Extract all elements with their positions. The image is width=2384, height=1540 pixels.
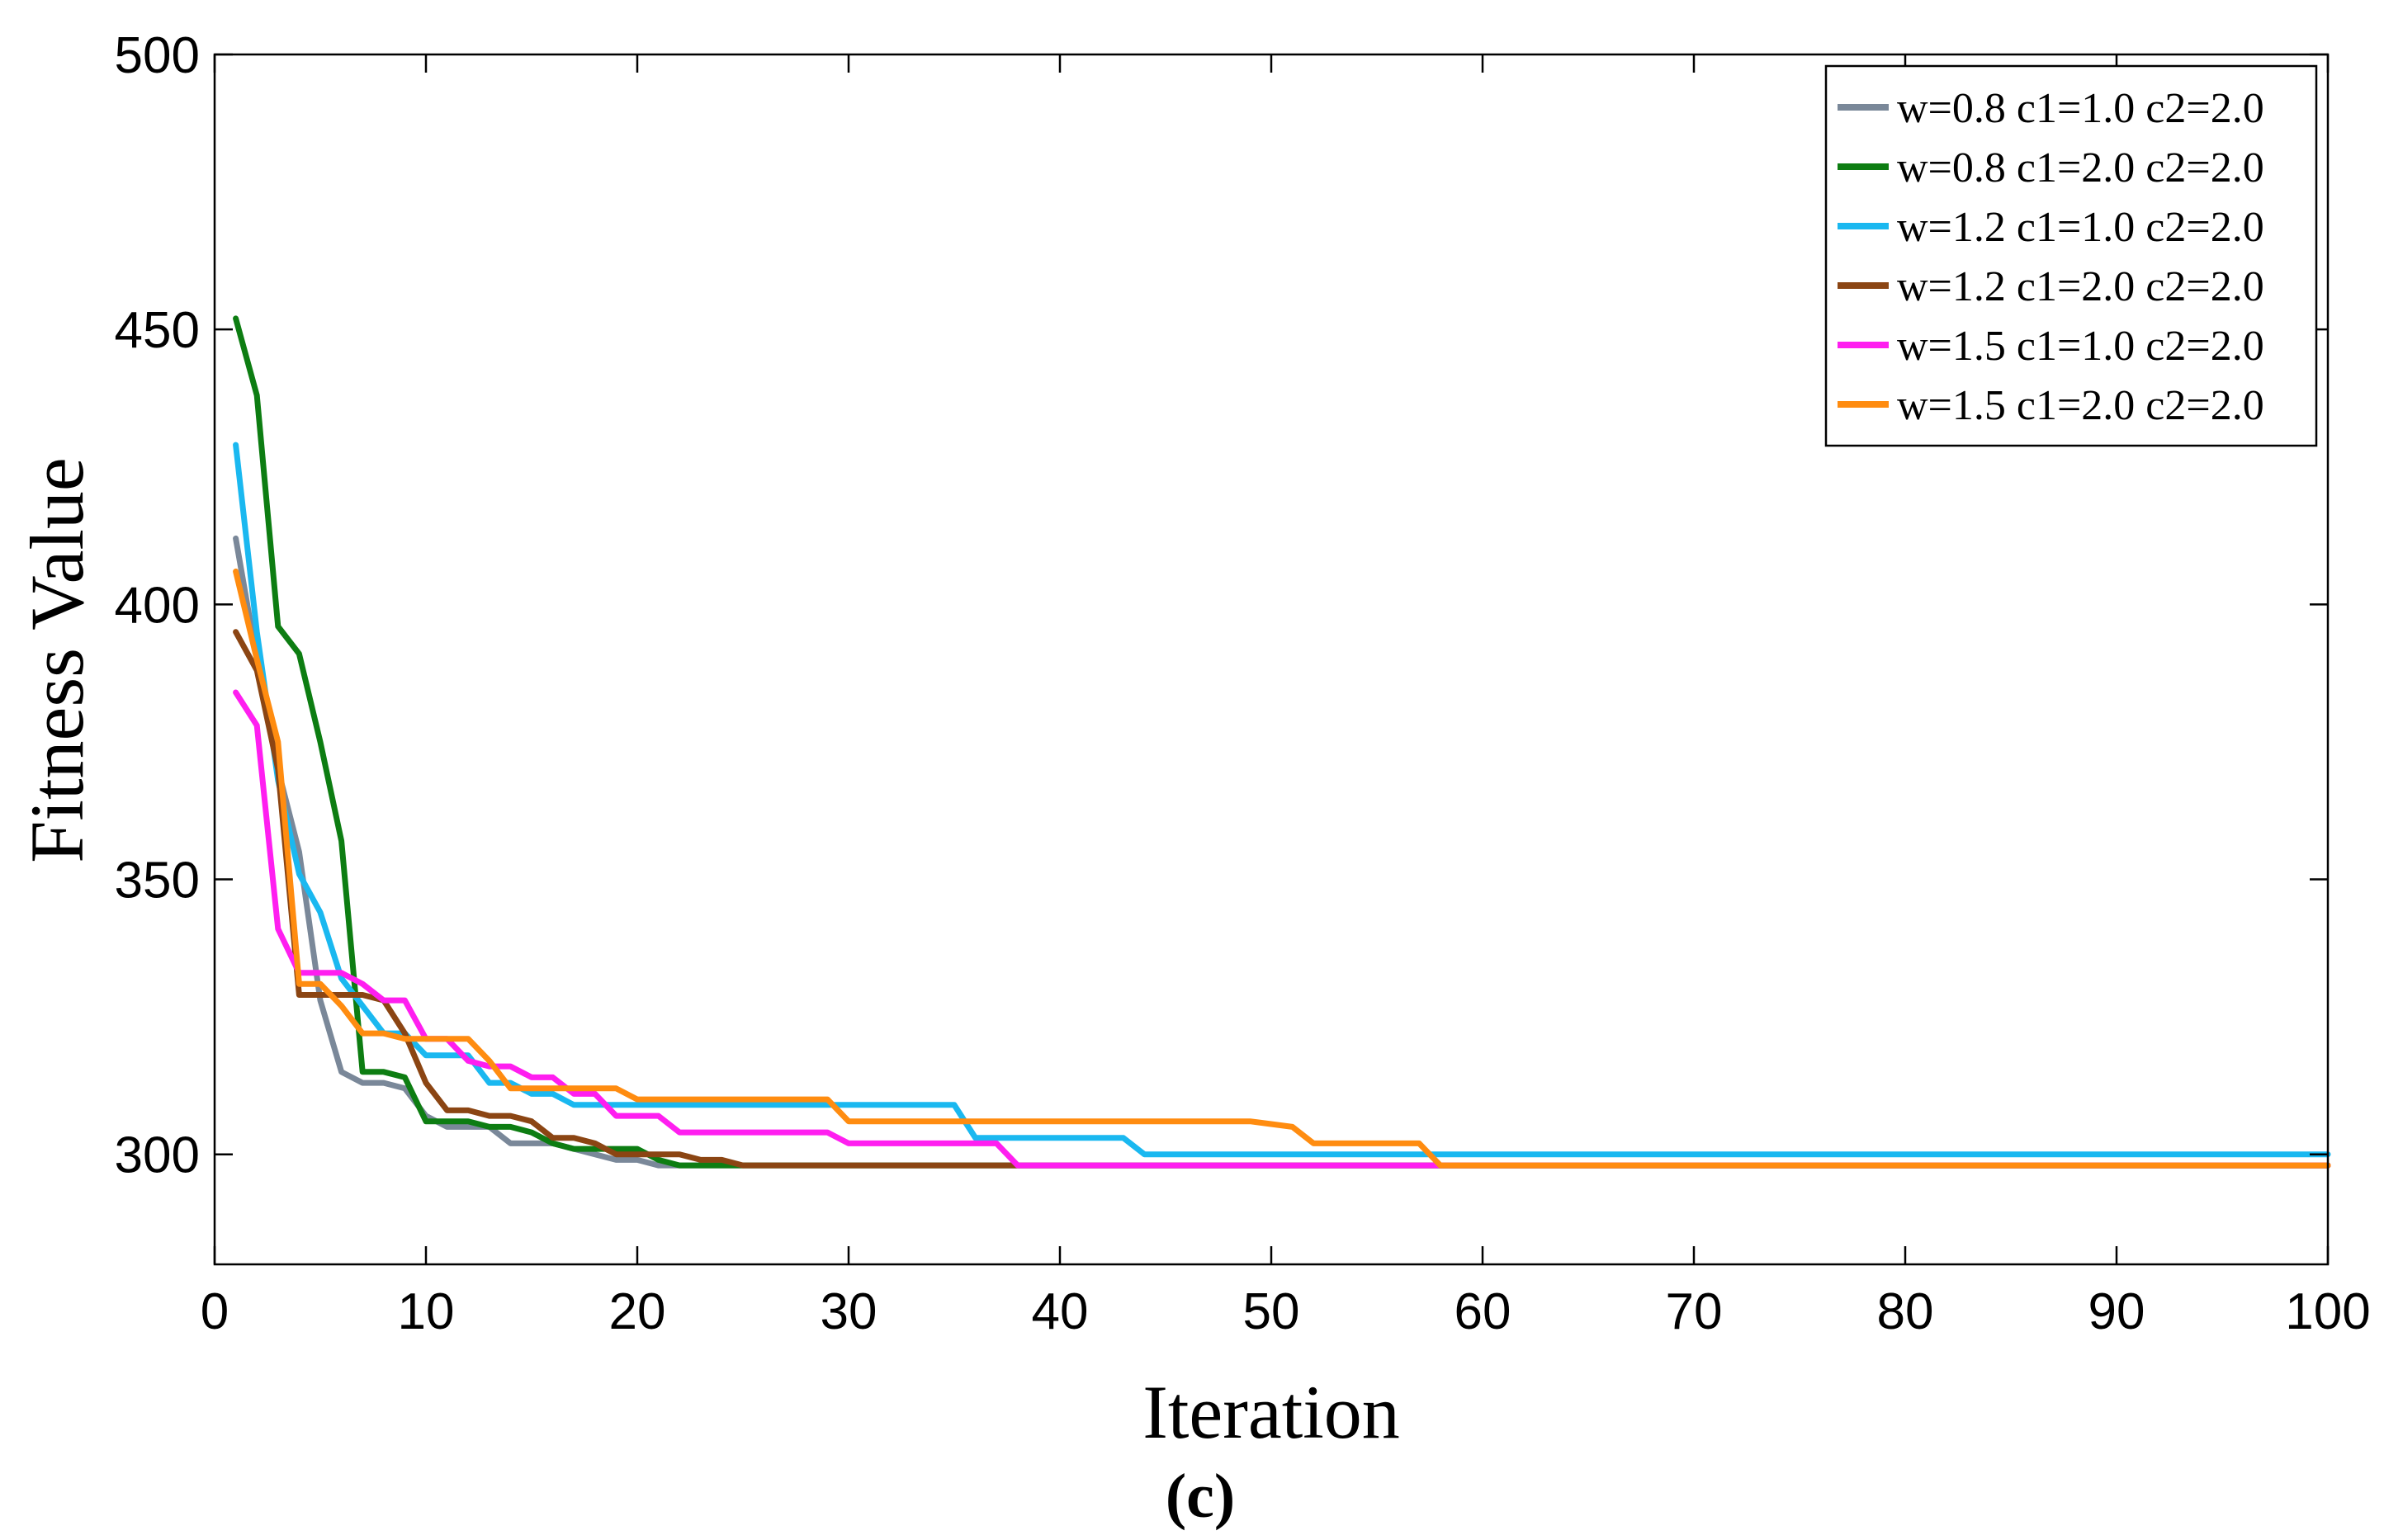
x-tick-label: 40: [1032, 1283, 1089, 1340]
legend-label: w=1.5 c1=2.0 c2=2.0: [1897, 382, 2264, 429]
legend-box: [1824, 64, 2318, 447]
x-tick-label: 0: [201, 1283, 229, 1340]
x-tick-label: 70: [1666, 1283, 1723, 1340]
legend: w=0.8 c1=1.0 c2=2.0 w=0.8 c1=2.0 c2=2.0 w=…: [1824, 64, 2318, 447]
y-tick-label: 400: [115, 577, 200, 634]
series-line: [233, 315, 2331, 1169]
series-line: [233, 689, 2331, 1169]
legend-label: w=0.8 c1=2.0 c2=2.0: [1897, 144, 2264, 191]
series-line: [233, 535, 2331, 1169]
panel-label: (c): [1166, 1462, 1235, 1531]
tick-layer: 0 10 20 30 40 50 60 70 80 90 100 300 350 400 450 500: [115, 27, 2371, 1340]
x-tick-label: 50: [1243, 1283, 1300, 1340]
legend-label: w=1.2 c1=2.0 c2=2.0: [1897, 263, 2264, 310]
y-tick-label: 350: [115, 853, 200, 909]
x-tick-label: 60: [1455, 1283, 1511, 1340]
x-tick-label: 20: [609, 1283, 666, 1340]
x-tick-label: 90: [2088, 1283, 2145, 1340]
x-axis-title: Iteration: [1142, 1370, 1400, 1454]
x-tick-label: 30: [821, 1283, 877, 1340]
x-tick-label: 100: [2285, 1283, 2370, 1340]
legend-label: w=0.8 c1=1.0 c2=2.0: [1897, 85, 2264, 132]
y-axis-title: Fitness Value: [15, 457, 99, 863]
legend-label: w=1.2 c1=1.0 c2=2.0: [1897, 204, 2264, 251]
series-line: [233, 629, 2331, 1169]
series-line: [233, 568, 2331, 1169]
y-tick-label: 500: [115, 27, 200, 84]
x-tick-label: 80: [1877, 1283, 1934, 1340]
legend-label: w=1.5 c1=1.0 c2=2.0: [1897, 323, 2264, 370]
x-tick-label: 10: [398, 1283, 455, 1340]
series-layer: [233, 315, 2331, 1169]
y-tick-label: 450: [115, 302, 200, 359]
y-tick-label: 300: [115, 1127, 200, 1184]
